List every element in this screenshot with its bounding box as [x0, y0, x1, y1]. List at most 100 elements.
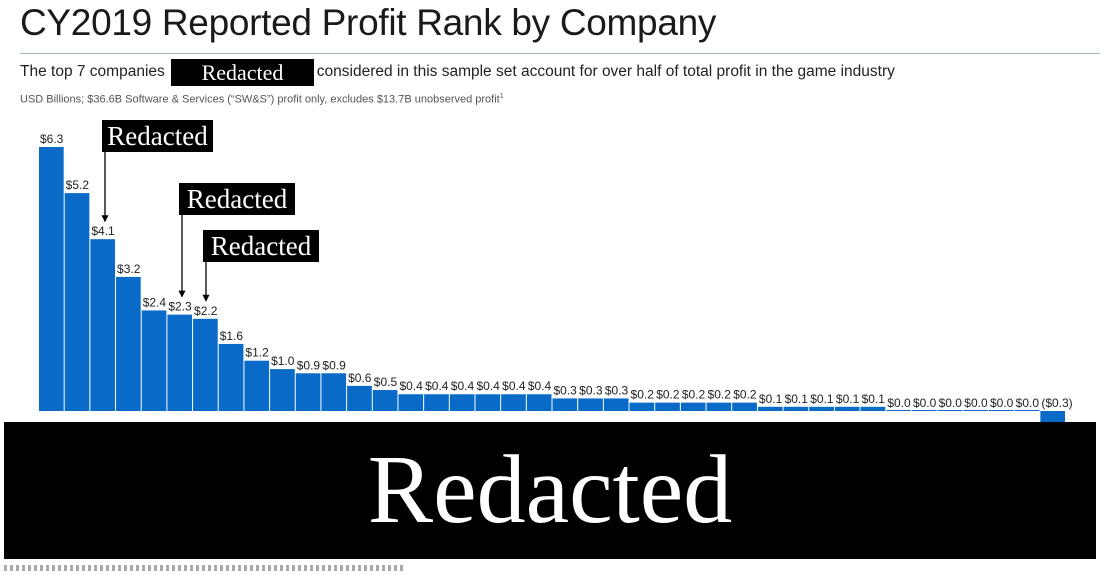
bar-28 — [732, 402, 757, 411]
data-label-21: $0.3 — [554, 383, 578, 397]
bar-32 — [834, 406, 860, 411]
subtitle: The top 7 companies considered in this sa… — [20, 63, 895, 81]
bar-20 — [526, 394, 552, 411]
data-label-27: $0.2 — [708, 388, 732, 402]
data-label-29: $0.1 — [759, 392, 783, 406]
data-label-25: $0.2 — [656, 388, 680, 402]
data-label-22: $0.3 — [579, 383, 603, 397]
bar-15 — [398, 394, 424, 411]
data-label-15: $0.4 — [399, 379, 423, 393]
bar-11 — [295, 373, 321, 411]
note-text: USD Billions; $36.6B Software & Services… — [20, 93, 500, 106]
data-label-33: $0.1 — [862, 392, 886, 406]
callout-arrow-head-2 — [178, 290, 186, 298]
bar-2 — [64, 193, 90, 411]
data-label-12: $0.9 — [322, 358, 346, 372]
bar-5 — [141, 310, 167, 411]
callout-redacted-1: Redacted — [102, 120, 213, 152]
bar-9 — [244, 360, 270, 411]
bar-27 — [706, 402, 732, 411]
bar-23 — [603, 398, 629, 411]
data-label-40: ($0.3) — [1041, 396, 1072, 410]
data-label-13: $0.6 — [348, 371, 372, 385]
data-label-32: $0.1 — [836, 392, 860, 406]
data-label-8: $1.6 — [220, 329, 244, 343]
data-label-18: $0.4 — [476, 379, 500, 393]
bar-7 — [193, 318, 218, 411]
bar-34 — [886, 410, 911, 411]
data-label-30: $0.1 — [785, 392, 809, 406]
data-label-24: $0.2 — [631, 388, 655, 402]
subtitle-before: The top 7 companies — [20, 63, 165, 80]
title-divider — [20, 53, 1100, 54]
data-label-20: $0.4 — [528, 379, 552, 393]
data-label-23: $0.3 — [605, 383, 629, 397]
callout-arrow-head-3 — [202, 294, 210, 302]
subtitle-after: considered in this sample set account fo… — [316, 63, 895, 80]
bar-18 — [475, 394, 501, 411]
callout-redacted-2: Redacted — [179, 183, 295, 215]
bar-36 — [937, 410, 963, 411]
data-label-5: $2.4 — [143, 295, 167, 309]
bar-25 — [655, 402, 680, 411]
bar-6 — [167, 314, 193, 411]
data-label-19: $0.4 — [502, 379, 526, 393]
data-label-28: $0.2 — [733, 388, 757, 402]
data-label-6: $2.3 — [168, 300, 192, 314]
chart-note: USD Billions; $36.6B Software & Services… — [20, 93, 504, 106]
data-label-38: $0.0 — [990, 396, 1014, 410]
bar-40 — [1040, 411, 1066, 424]
data-label-11: $0.9 — [297, 358, 321, 372]
bar-37 — [963, 410, 988, 411]
data-labels-group: $6.3 $5.2 $4.1 $3.2 $2.4 $2.3 $2.2$1.6$1.2$1.0… — [40, 132, 1073, 410]
bar-30 — [783, 406, 809, 411]
data-label-35: $0.0 — [913, 396, 937, 410]
bar-24 — [629, 402, 655, 411]
bar-39 — [1014, 410, 1040, 411]
footer-redaction: Redacted — [4, 422, 1096, 559]
data-label-26: $0.2 — [682, 388, 706, 402]
bar-38 — [988, 410, 1014, 411]
data-label-31: $0.1 — [810, 392, 834, 406]
subtitle-redaction: Redacted — [171, 59, 314, 86]
bar-26 — [680, 402, 706, 411]
bar-10 — [270, 369, 295, 411]
bar-8 — [218, 343, 244, 411]
data-label-16: $0.4 — [425, 379, 449, 393]
bar-14 — [372, 390, 398, 411]
bar-21 — [552, 398, 578, 411]
data-label-3: $4.1 — [91, 224, 115, 238]
bar-31 — [809, 406, 834, 411]
callout-arrows-group — [101, 152, 210, 302]
data-label-9: $1.2 — [245, 346, 269, 360]
bar-29 — [757, 406, 783, 411]
bar-13 — [347, 385, 372, 411]
note-footnote: 1 — [499, 93, 504, 100]
data-label-37: $0.0 — [964, 396, 988, 410]
page-title: CY2019 Reported Profit Rank by Company — [20, 2, 717, 43]
data-label-7: $2.2 — [194, 304, 218, 318]
data-label-39: $0.0 — [1016, 396, 1040, 410]
callout-redacted-3: Redacted — [203, 230, 319, 262]
callout-arrow-head-1 — [101, 215, 109, 223]
bar-19 — [501, 394, 526, 411]
data-label-36: $0.0 — [939, 396, 963, 410]
footer-fine-print — [4, 565, 404, 571]
data-label-10: $1.0 — [271, 354, 295, 368]
bar-16 — [424, 394, 449, 411]
bar-1 — [39, 147, 64, 411]
bar-35 — [911, 410, 937, 411]
data-label-14: $0.5 — [374, 375, 398, 389]
bar-12 — [321, 373, 347, 411]
bar-17 — [449, 394, 475, 411]
bar-22 — [578, 398, 603, 411]
data-label-1: $6.3 — [40, 132, 64, 146]
data-label-34: $0.0 — [887, 396, 911, 410]
data-label-2: $5.2 — [66, 178, 90, 192]
bar-4 — [116, 276, 141, 411]
bar-33 — [860, 406, 886, 411]
bars-group — [39, 147, 1066, 424]
bar-3 — [90, 239, 116, 411]
data-label-4: $3.2 — [117, 262, 141, 276]
